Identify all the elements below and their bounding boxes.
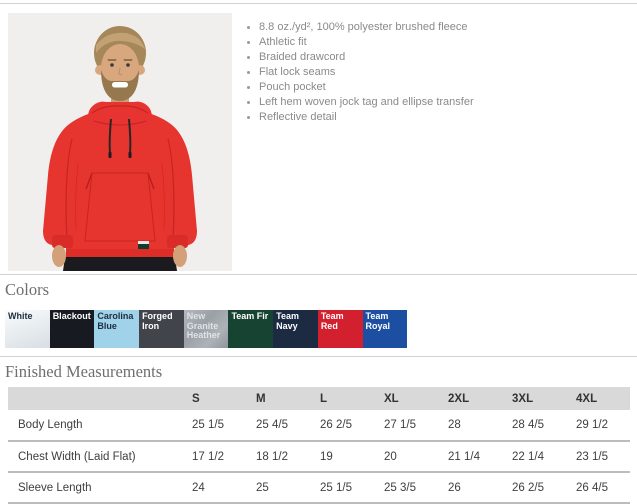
table-cell: 28 4/5 [512, 419, 544, 431]
table-cell: 25 4/5 [256, 419, 288, 431]
product-photo [8, 13, 232, 271]
finished-measurements-heading: Finished Measurements [5, 362, 163, 381]
product-overview-section: 8.8 oz./yd², 100% polyester brushed flee… [0, 4, 637, 271]
feature-item: Athletic fit [259, 35, 474, 50]
size-column-header: XL [384, 387, 448, 410]
feature-item: Left hem woven jock tag and ellipse tran… [259, 95, 474, 110]
table-cell: 27 1/5 [384, 419, 416, 431]
table-row-sleeve-length: Sleeve Length 24 25 25 1/5 25 3/5 26 26 … [8, 471, 630, 504]
colors-heading: Colors [5, 280, 50, 299]
color-swatch-team-royal[interactable]: Team Royal [362, 310, 408, 348]
table-row-body-length: Body Length 25 1/5 25 4/5 26 2/5 27 1/5 … [8, 410, 630, 441]
table-cell: 25 1/5 [192, 419, 224, 431]
table-cell: 18 1/2 [256, 440, 320, 472]
table-cell: 24 [192, 471, 256, 504]
table-cell: 26 2/5 [512, 471, 576, 504]
top-divider [0, 3, 637, 4]
size-column-header: S [192, 387, 256, 410]
color-swatch-team-red[interactable]: Team Red [317, 310, 363, 348]
measurements-section-divider [0, 356, 637, 357]
table-cell: 26 2/5 [320, 419, 352, 431]
size-column-header: 3XL [512, 387, 576, 410]
model-in-red-hoodie-illustration [8, 13, 232, 271]
table-cell: 22 1/4 [512, 440, 576, 472]
table-header-row: S M L XL 2XL 3XL 4XL [8, 387, 630, 410]
table-cell: 26 [448, 471, 512, 504]
row-label: Chest Width (Laid Flat) [8, 440, 192, 472]
measurements-section: Finished Measurements S M L XL 2XL 3XL 4… [0, 362, 637, 504]
color-swatch-team-navy[interactable]: Team Navy [273, 310, 318, 348]
feature-item: Pouch pocket [259, 80, 474, 95]
size-column-header: 2XL [448, 387, 512, 410]
color-swatch-blackout[interactable]: Blackout [49, 310, 95, 348]
size-column-header: L [320, 387, 384, 410]
color-swatch-new-granite-heather[interactable]: New Granite Heather [183, 310, 229, 348]
table-cell: 23 1/5 [576, 440, 630, 472]
feature-item: 8.8 oz./yd², 100% polyester brushed flee… [259, 20, 474, 35]
colors-section-divider [0, 274, 637, 275]
color-swatch-carolina-blue[interactable]: Carolina Blue [94, 310, 140, 348]
table-cell: 17 1/2 [192, 440, 256, 472]
color-swatch-list: White Blackout Carolina Blue Forged Iron… [5, 310, 637, 348]
table-cell: 28 [448, 419, 461, 431]
feature-item: Braided drawcord [259, 50, 474, 65]
color-swatch-forged-iron[interactable]: Forged Iron [139, 310, 184, 348]
table-cell: 25 3/5 [384, 471, 448, 504]
size-column-header: 4XL [576, 387, 630, 410]
table-cell: 25 [256, 471, 320, 504]
size-column-header-blank [8, 387, 192, 410]
table-cell: 20 [384, 440, 448, 472]
measurements-table: S M L XL 2XL 3XL 4XL Body Length 25 1/5 … [8, 387, 630, 504]
features-list: 8.8 oz./yd², 100% polyester brushed flee… [244, 20, 474, 266]
table-cell: 26 4/5 [576, 471, 630, 504]
table-cell: 19 [320, 440, 384, 472]
color-swatch-team-fir[interactable]: Team Fir [228, 310, 274, 348]
table-cell: 21 1/4 [448, 440, 512, 472]
color-swatch-white[interactable]: White [5, 310, 50, 348]
row-label: Body Length [18, 419, 83, 431]
feature-item: Flat lock seams [259, 65, 474, 80]
size-column-header: M [256, 387, 320, 410]
feature-item: Reflective detail [259, 110, 474, 125]
table-row-chest-width: Chest Width (Laid Flat) 17 1/2 18 1/2 19… [8, 440, 630, 472]
table-cell: 25 1/5 [320, 471, 384, 504]
colors-section: Colors White Blackout Carolina Blue Forg… [0, 280, 637, 348]
table-cell: 29 1/2 [576, 419, 608, 431]
row-label: Sleeve Length [8, 471, 192, 504]
